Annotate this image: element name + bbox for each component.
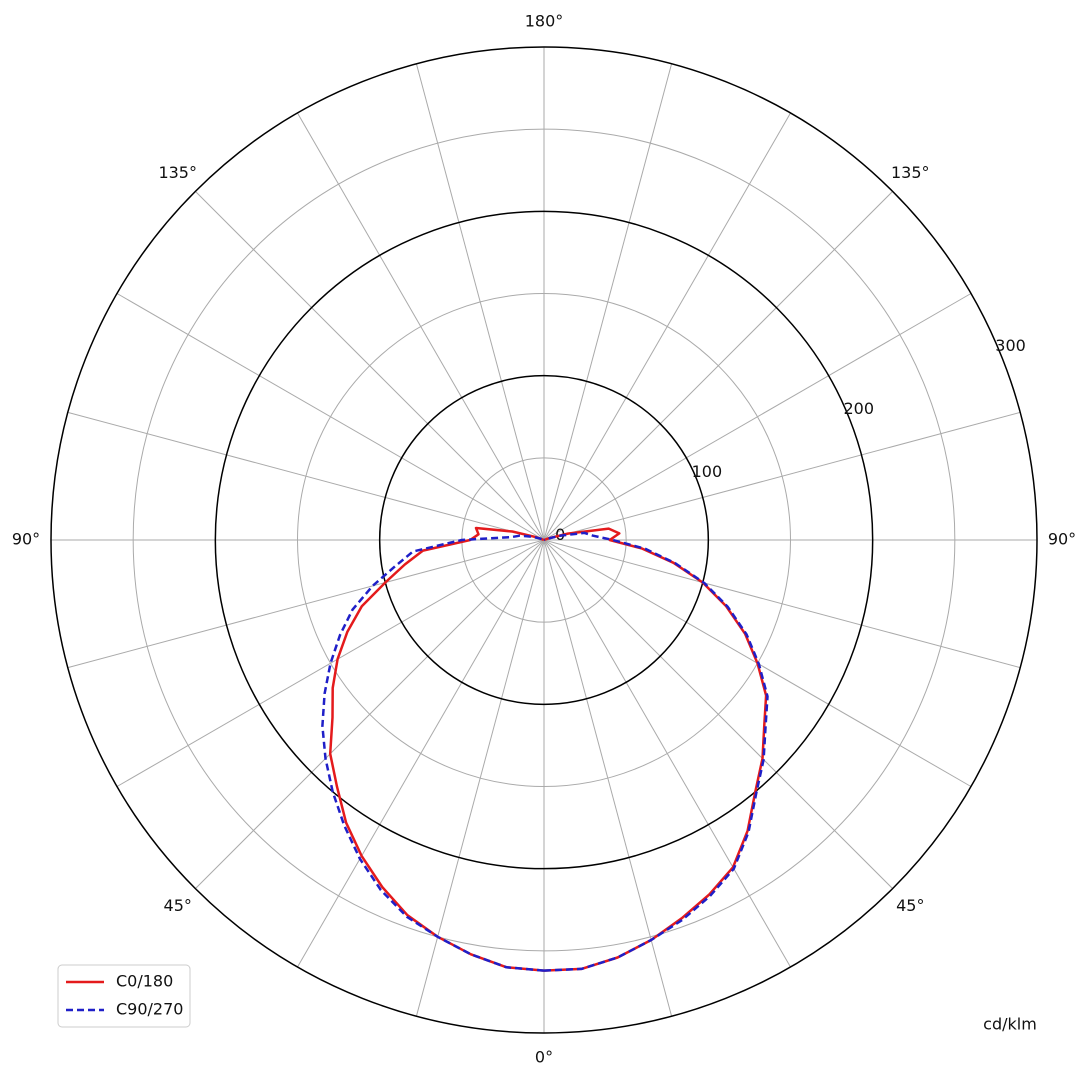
- radial-grid-line: [543, 539, 1021, 669]
- legend-label: C90/270: [116, 1000, 183, 1019]
- radial-grid-line: [297, 539, 545, 968]
- theta-tick-label: 135°: [158, 163, 197, 182]
- radial-grid-line: [116, 293, 545, 541]
- theta-tick-label: 180°: [525, 12, 564, 31]
- theta-tick-label: 0°: [535, 1048, 553, 1067]
- radial-grid-line: [543, 63, 673, 541]
- theta-tick-label: 90°: [1048, 530, 1076, 549]
- radial-grid-line: [543, 293, 972, 541]
- radial-grid-line: [543, 112, 791, 541]
- radial-grid-line: [543, 191, 893, 541]
- legend: C0/180 C90/270: [57, 964, 191, 1028]
- radial-grid-line: [415, 63, 545, 541]
- theta-tick-label: 90°: [12, 530, 40, 549]
- grid-circle: [378, 374, 710, 706]
- legend-label: C0/180: [116, 972, 173, 991]
- radial-grid-line: [195, 539, 545, 889]
- series-line: [543, 527, 768, 972]
- radial-grid-line: [297, 112, 545, 541]
- grid-circle: [50, 46, 1038, 1034]
- grid-circle: [214, 210, 874, 870]
- theta-tick-label: 45°: [164, 896, 192, 915]
- series-line: [321, 534, 545, 972]
- unit-label: cd/klm: [983, 1015, 1037, 1034]
- theta-tick-label: 135°: [891, 163, 930, 182]
- radial-grid-line: [543, 411, 1021, 541]
- radial-grid-line: [195, 191, 545, 541]
- legend-box: [57, 964, 191, 1028]
- radial-grid-line: [543, 539, 673, 1017]
- radial-grid-line: [67, 539, 545, 669]
- theta-tick-label: 45°: [896, 896, 924, 915]
- series-line: [328, 526, 545, 972]
- r-tick-label: 200: [843, 399, 874, 418]
- radial-grid-line: [415, 539, 545, 1017]
- r-tick-label: 300: [995, 336, 1026, 355]
- series-line: [543, 531, 769, 972]
- r-tick-label: 100: [692, 462, 723, 481]
- radial-grid-line: [67, 411, 545, 541]
- radial-grid-line: [543, 539, 791, 968]
- radial-grid-line: [116, 539, 545, 787]
- radial-grid-line: [543, 539, 893, 889]
